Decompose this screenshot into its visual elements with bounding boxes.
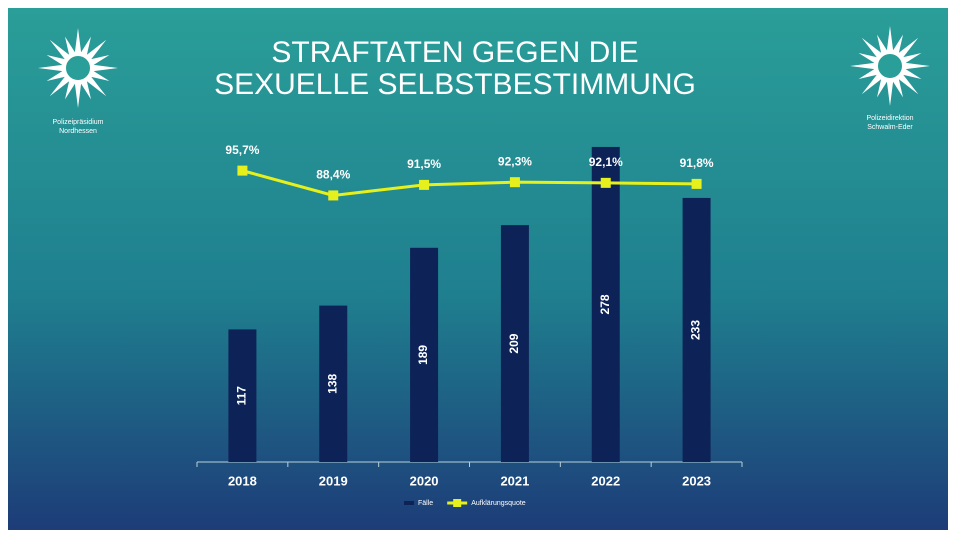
background [8, 8, 948, 530]
line-marker [237, 165, 248, 176]
bar [319, 305, 348, 462]
line-marker [419, 179, 430, 190]
bar [228, 329, 257, 462]
x-tick-label: 2022 [591, 473, 620, 488]
logo-text: Schwalm-Eder [867, 124, 913, 131]
bar [500, 225, 529, 462]
bar-value-label: 278 [598, 294, 612, 314]
bar-value-label: 138 [325, 373, 339, 393]
bar-value-label: 209 [507, 333, 521, 353]
line-value-label: 88,4% [316, 168, 350, 182]
bar-value-label: 117 [235, 386, 249, 406]
line-marker [328, 190, 339, 201]
x-tick-label: 2019 [319, 473, 348, 488]
line-marker [509, 177, 520, 188]
x-tick-label: 2020 [410, 473, 439, 488]
logo-center [876, 52, 904, 80]
legend-label: Aufklärungsquote [471, 500, 526, 507]
line-value-label: 95,7% [225, 143, 259, 157]
logo-text: Polizeipräsidium [53, 119, 104, 126]
line-value-label: 91,8% [680, 156, 714, 170]
legend-swatch [404, 501, 414, 505]
bar-value-label: 233 [689, 320, 703, 340]
bar-value-label: 189 [416, 345, 430, 365]
bar [682, 197, 711, 462]
x-tick-label: 2021 [500, 473, 529, 488]
logo-text: Nordhessen [59, 128, 97, 135]
line [242, 169, 697, 197]
x-tick-label: 2018 [228, 473, 257, 488]
bar [410, 247, 439, 462]
logo-text: Polizeidirektion [866, 115, 913, 122]
line-value-label: 92,3% [498, 154, 532, 168]
x-tick-label: 2023 [682, 473, 711, 488]
chart-title: STRAFTATEN GEGEN DIE [271, 36, 638, 69]
line-marker [691, 178, 702, 189]
line-value-label: 91,5% [407, 157, 441, 171]
logo-center [64, 54, 92, 82]
bar [591, 146, 620, 462]
line-marker [600, 177, 611, 188]
legend-label: Fälle [418, 500, 433, 507]
chart-title: SEXUELLE SELBSTBESTIMMUNG [214, 68, 696, 101]
line-value-label: 92,1% [589, 155, 623, 169]
legend-swatch [453, 499, 462, 507]
